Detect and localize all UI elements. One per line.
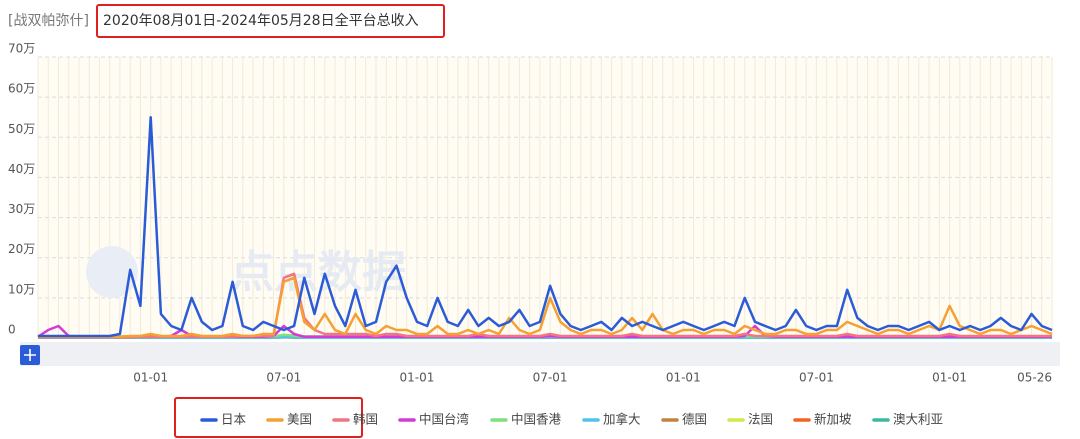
x-tick-label: 07-01 <box>266 371 301 385</box>
legend-label: 美国 <box>287 412 312 427</box>
y-tick-label: 30万 <box>8 202 35 216</box>
legend-label: 加拿大 <box>603 412 641 427</box>
x-tick-label: 01-01 <box>666 371 701 385</box>
navigator <box>20 342 1060 366</box>
legend: 日本 美国 韩国 中国台湾 中国香港 加拿大 德国 法国 新加坡 澳大利亚 <box>200 412 943 427</box>
zoom-icon <box>24 349 36 361</box>
legend-highlight-box <box>174 397 363 438</box>
series-line <box>38 276 1053 339</box>
x-tick-label: 01-01 <box>932 371 967 385</box>
y-tick-label: 10万 <box>8 282 35 296</box>
x-tick-label: 07-01 <box>799 371 834 385</box>
x-tick-label: 05-26 <box>1017 371 1052 385</box>
plot-background <box>38 57 1052 338</box>
legend-label: 日本 <box>221 412 247 427</box>
legend-label: 中国香港 <box>511 412 562 427</box>
legend-label: 法国 <box>748 412 773 427</box>
y-tick-label: 20万 <box>8 242 35 256</box>
legend-label: 澳大利亚 <box>893 412 943 427</box>
legend-label: 韩国 <box>353 412 378 427</box>
x-tick-label: 01-01 <box>400 371 435 385</box>
x-tick-label: 01-01 <box>133 371 168 385</box>
grid <box>37 56 1053 339</box>
watermark: 点点数据 <box>230 247 406 298</box>
legend-label: 中国台湾 <box>419 412 469 427</box>
legend-label: 新加坡 <box>814 412 852 427</box>
y-tick-label: 50万 <box>8 122 35 136</box>
series-line <box>38 115 1053 338</box>
highlight-box <box>96 4 445 38</box>
x-tick-label: 07-01 <box>533 371 568 385</box>
y-tick-label: 60万 <box>8 82 35 96</box>
subtitle: [战双帕弥什] <box>8 12 89 29</box>
y-tick-label: 0 <box>8 323 16 337</box>
watermark-logo <box>86 246 138 298</box>
lines <box>37 115 1053 339</box>
chart-title: 2020年08月01日-2024年05月28日全平台总收入 <box>103 12 419 29</box>
legend-label: 德国 <box>682 412 707 427</box>
y-tick-label: 70万 <box>8 42 35 56</box>
y-tick-label: 40万 <box>8 162 35 176</box>
